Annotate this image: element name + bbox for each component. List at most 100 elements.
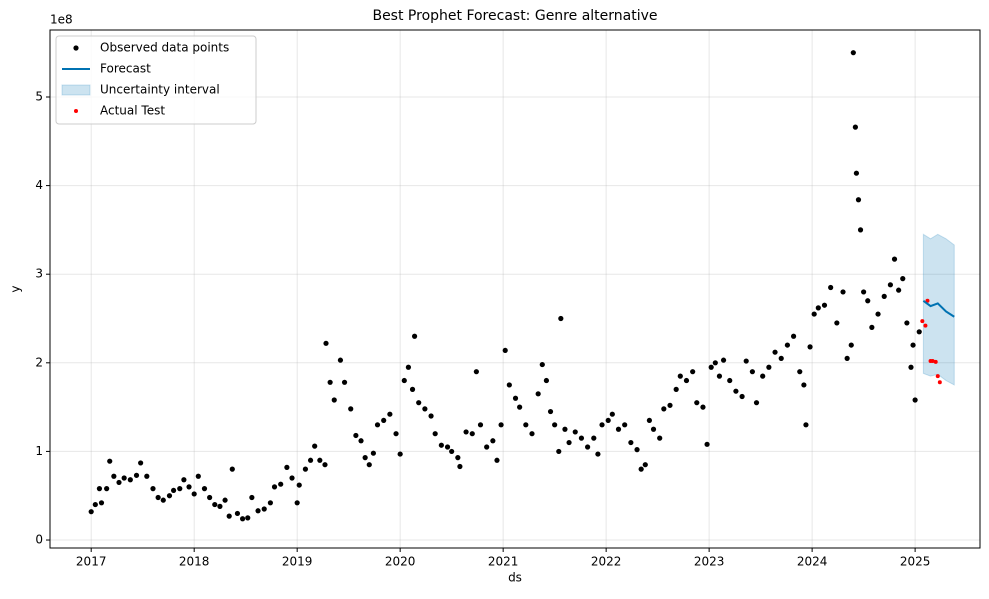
data-point <box>694 400 700 406</box>
data-point <box>133 472 140 478</box>
y-tick-label: 0 <box>35 533 43 547</box>
data-point <box>900 276 906 282</box>
data-point <box>930 359 935 364</box>
data-point <box>840 289 846 295</box>
data-point <box>278 481 284 487</box>
data-point <box>411 333 418 339</box>
data-point <box>494 457 500 463</box>
data-point <box>457 463 463 470</box>
data-point <box>111 473 117 479</box>
y-offset-label: 1e8 <box>50 13 73 27</box>
legend-label: Observed data points <box>100 41 229 55</box>
x-tick-label: 2025 <box>900 555 931 569</box>
data-point <box>387 411 393 417</box>
legend-marker <box>61 84 91 96</box>
legend-label: Actual Test <box>100 104 165 118</box>
data-point <box>887 282 893 288</box>
data-point <box>807 344 813 350</box>
data-point <box>517 404 523 410</box>
data-point <box>815 305 821 311</box>
data-point <box>642 462 648 468</box>
data-point <box>677 373 683 379</box>
data-point <box>547 408 554 415</box>
data-point <box>166 493 173 499</box>
data-point <box>249 494 255 501</box>
data-point <box>743 358 749 364</box>
data-point <box>599 422 605 428</box>
data-point <box>803 422 809 428</box>
x-axis-label: ds <box>508 571 522 585</box>
data-point <box>261 506 267 512</box>
data-point <box>920 319 925 324</box>
legend-marker <box>73 45 79 51</box>
data-point <box>195 473 201 479</box>
data-point <box>937 380 942 385</box>
data-point <box>212 501 218 508</box>
data-point <box>733 388 739 394</box>
legend-label: Uncertainty interval <box>100 83 220 97</box>
data-point <box>646 417 653 424</box>
data-point <box>925 298 930 303</box>
data-point <box>88 509 94 515</box>
data-point <box>916 329 922 335</box>
data-point <box>772 349 778 355</box>
data-point <box>331 397 337 403</box>
data-point <box>374 422 381 428</box>
chart-title: Best Prophet Forecast: Genre alternative <box>372 8 657 24</box>
y-tick-label: 5 <box>35 89 43 103</box>
data-point <box>661 406 667 412</box>
data-point <box>271 484 278 490</box>
data-point <box>312 443 318 449</box>
data-point <box>92 501 98 508</box>
data-point <box>908 364 914 370</box>
data-point <box>409 386 416 392</box>
data-point <box>523 422 529 428</box>
y-tick-label: 3 <box>35 267 43 281</box>
legend-box <box>55 35 257 125</box>
data-point <box>455 455 461 461</box>
data-point <box>650 426 657 432</box>
data-point <box>226 513 232 519</box>
data-point <box>255 508 261 514</box>
data-point <box>578 435 585 441</box>
data-point <box>490 438 496 444</box>
data-point <box>638 466 644 472</box>
data-point <box>294 500 300 506</box>
data-point <box>181 477 187 483</box>
data-point <box>366 462 372 468</box>
data-point <box>222 497 228 503</box>
data-point <box>353 432 359 439</box>
data-point <box>566 439 572 446</box>
data-point <box>506 382 512 388</box>
data-point <box>896 287 902 293</box>
data-point <box>720 357 727 363</box>
data-point <box>170 487 177 494</box>
data-point <box>904 320 910 326</box>
data-point <box>239 516 246 522</box>
data-point <box>469 431 475 437</box>
data-point <box>444 444 451 450</box>
data-point <box>683 377 690 384</box>
data-point <box>370 450 376 456</box>
data-point <box>127 477 133 483</box>
y-tick-label: 1 <box>35 444 43 458</box>
data-point <box>104 486 110 492</box>
x-tick-label: 2017 <box>76 555 107 569</box>
data-point <box>690 369 696 375</box>
data-point <box>502 347 508 354</box>
data-point <box>341 379 348 385</box>
data-point <box>797 369 803 375</box>
data-point <box>397 451 403 457</box>
data-point <box>727 377 733 384</box>
data-point <box>337 357 344 363</box>
data-point <box>891 256 898 262</box>
data-point <box>529 431 535 437</box>
data-point <box>558 315 564 322</box>
data-point <box>473 369 479 375</box>
data-point <box>552 422 558 428</box>
axes-frame <box>49 29 981 549</box>
y-axis-label: y <box>9 285 23 292</box>
data-point <box>296 482 302 488</box>
data-point <box>778 355 784 361</box>
data-point <box>628 439 634 446</box>
